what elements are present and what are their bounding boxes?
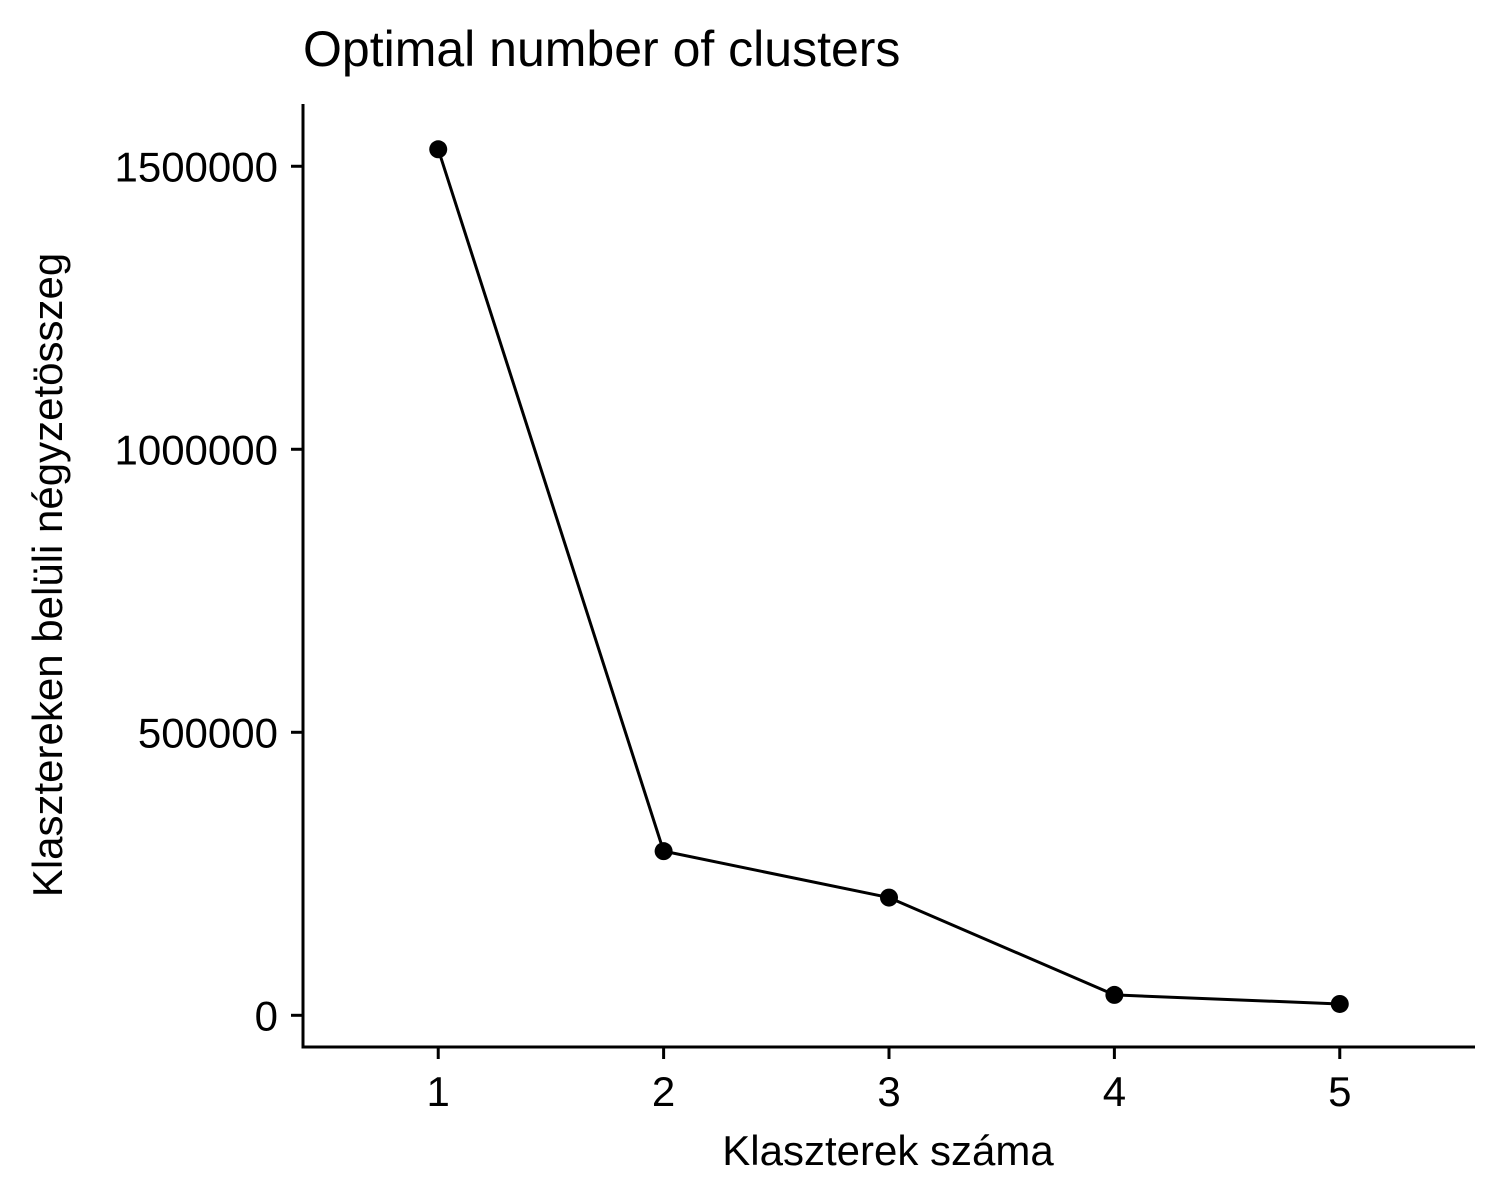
y-tick-label: 1000000: [114, 426, 278, 473]
x-tick-label: 2: [652, 1068, 675, 1115]
y-tick-label: 1500000: [114, 143, 278, 190]
data-point: [1105, 985, 1124, 1004]
series-line-group: [436, 148, 1340, 1006]
series-points-group: [429, 140, 1349, 1013]
data-point: [880, 888, 898, 907]
x-tick-label: 5: [1328, 1068, 1351, 1115]
y-ticks: 0 500000 1000000 1500000: [114, 143, 303, 1039]
x-tick-label: 1: [427, 1068, 450, 1115]
chart-title: Optimal number of clusters: [303, 21, 900, 77]
x-ticks: 1 2 3 4 5: [427, 1047, 1351, 1115]
y-tick-label: 500000: [138, 709, 278, 756]
data-point: [429, 140, 448, 159]
series-line: [436, 148, 1340, 1006]
x-axis-title: Klaszterek száma: [722, 1127, 1054, 1174]
x-tick-label: 4: [1103, 1068, 1126, 1115]
x-tick-label: 3: [877, 1068, 900, 1115]
data-point: [654, 842, 673, 861]
plot-area: 0 500000 1000000 1500000 1 2 3 4 5: [114, 104, 1475, 1115]
data-point: [1330, 994, 1349, 1013]
y-axis-title: Klasztereken belüli négyzetösszeg: [24, 253, 71, 897]
y-tick-label: 0: [255, 992, 278, 1039]
